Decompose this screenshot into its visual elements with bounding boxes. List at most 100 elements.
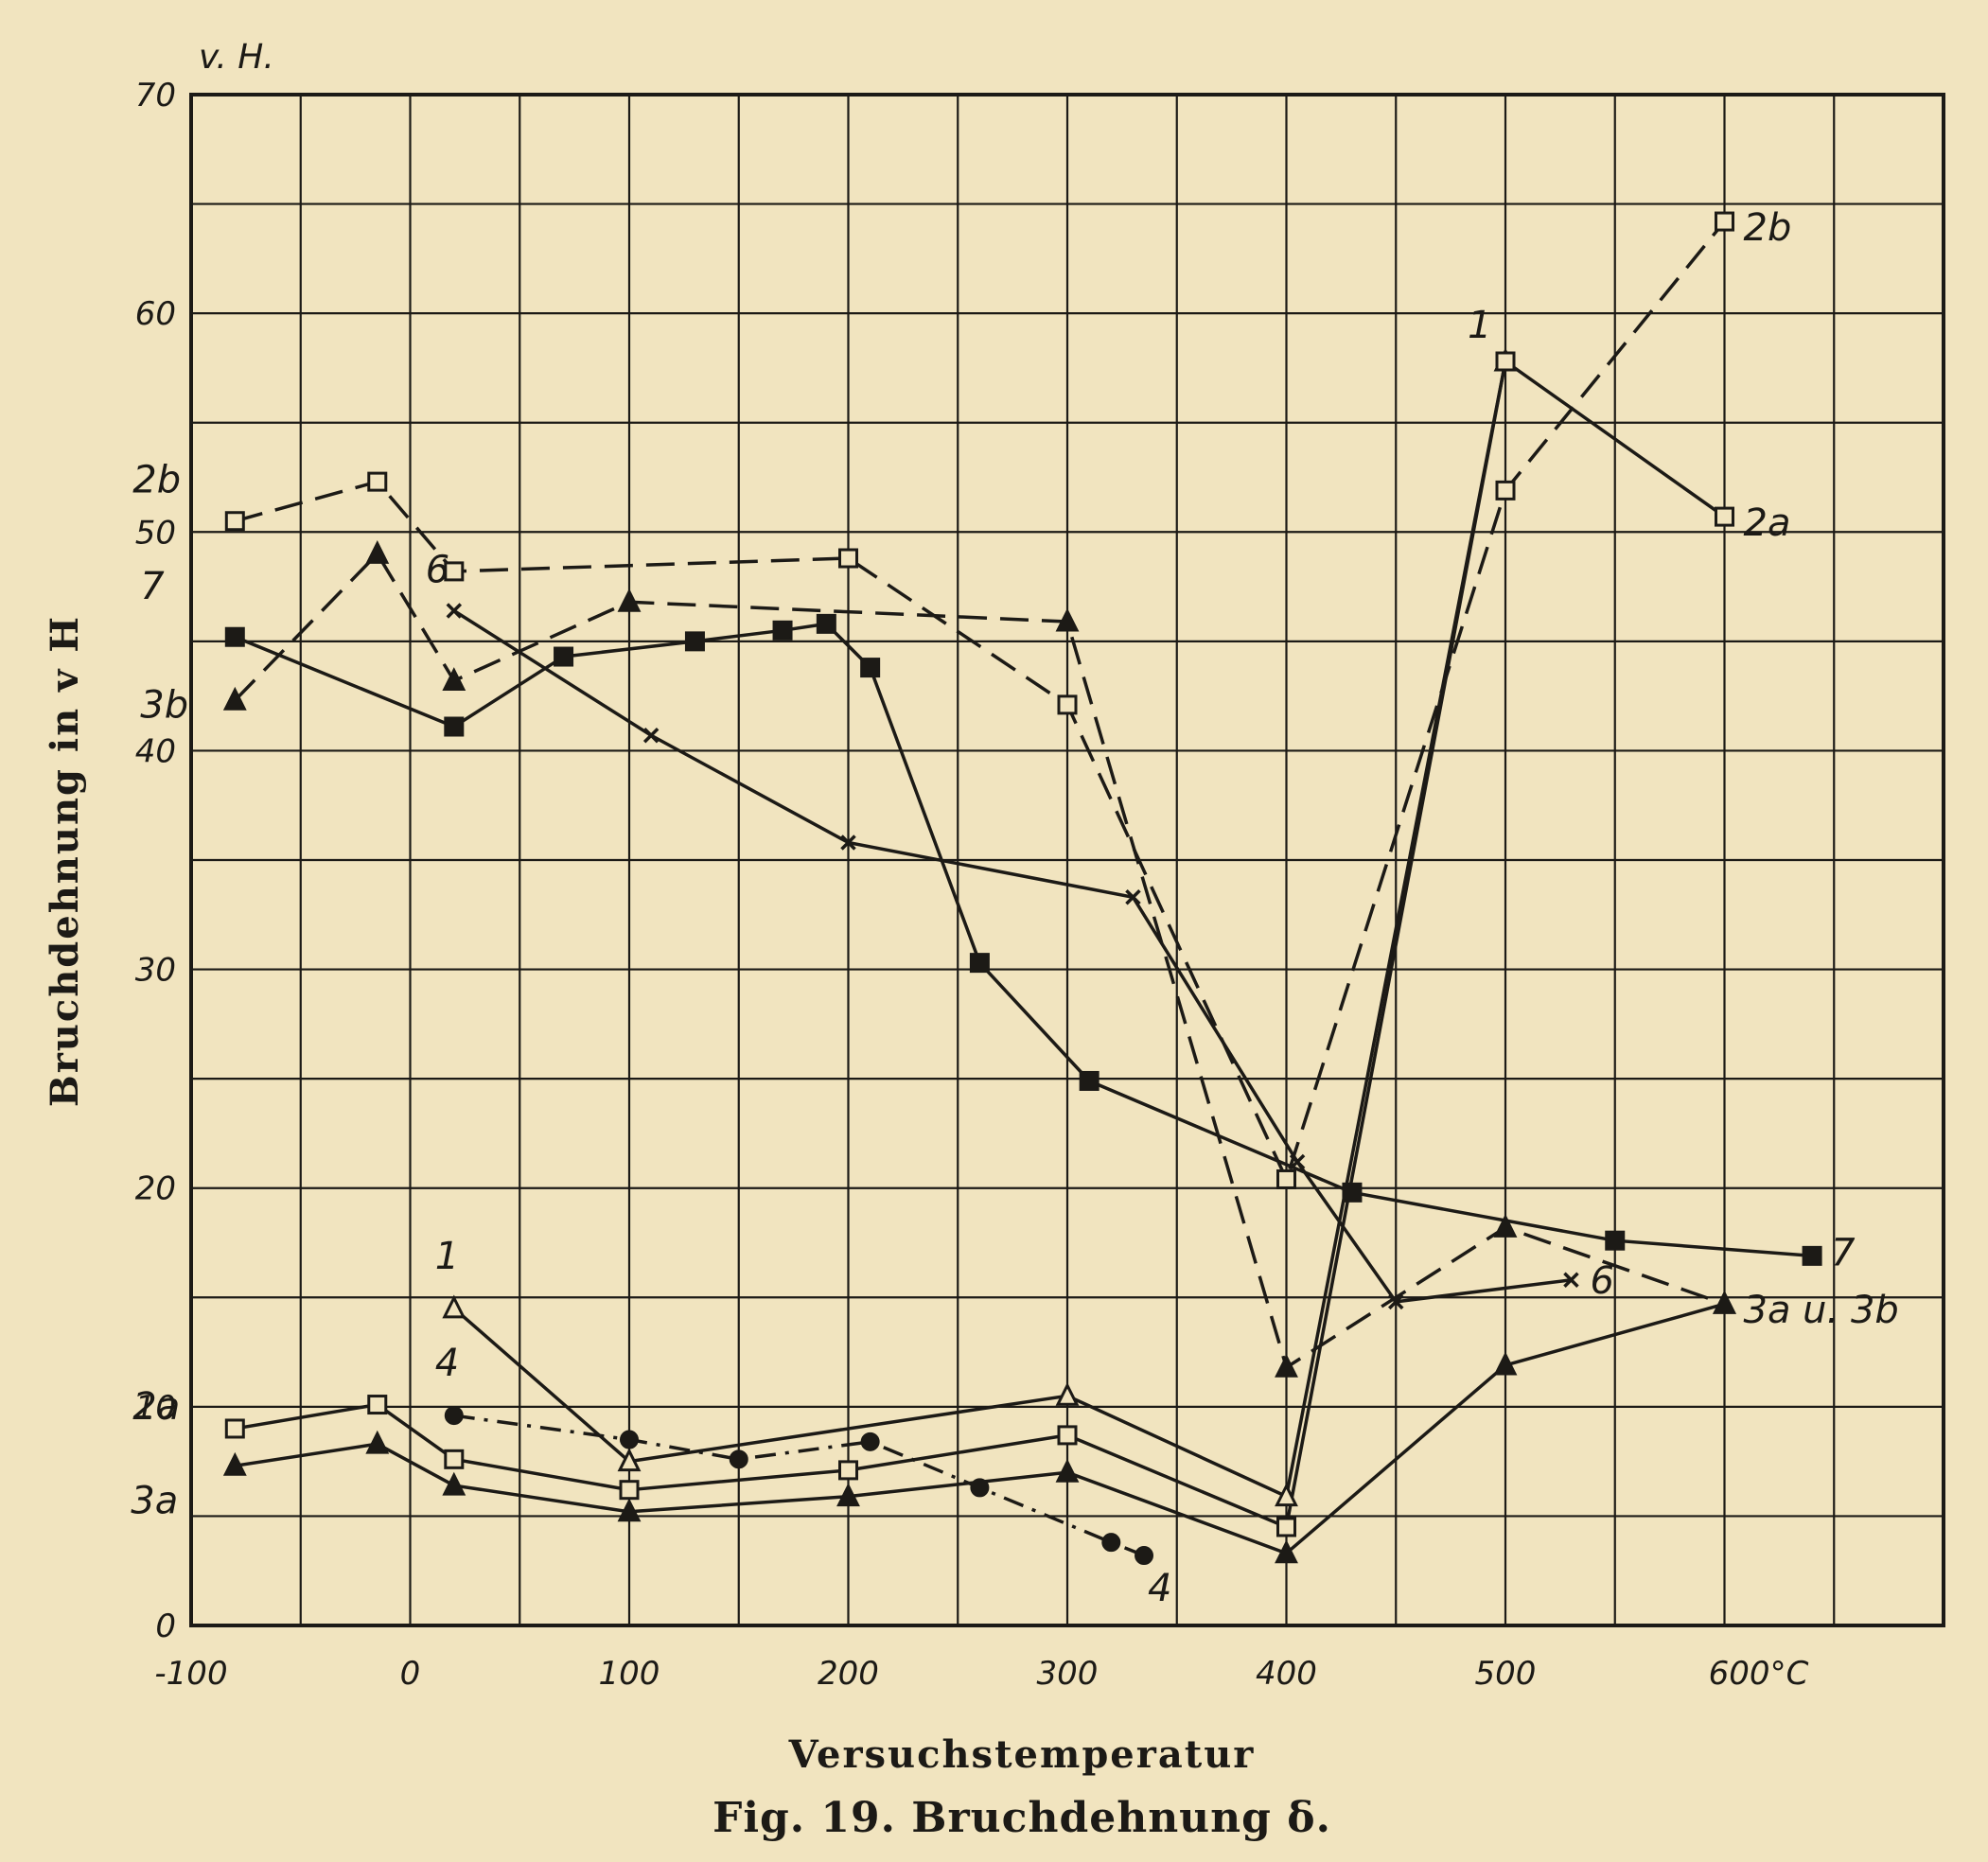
y-tick-label: 40 bbox=[135, 732, 176, 770]
data-point-3a bbox=[365, 1430, 390, 1454]
data-point-3b bbox=[365, 540, 390, 564]
data-point-3a bbox=[836, 1483, 860, 1507]
data-point-7 bbox=[554, 646, 574, 667]
data-point-7 bbox=[1605, 1230, 1626, 1251]
series-label-4: 4 bbox=[435, 1342, 459, 1385]
data-point-1 bbox=[442, 1294, 466, 1319]
y-axis-title: Bruchdehnung in v H bbox=[43, 615, 87, 1107]
data-point-6 bbox=[1289, 1153, 1306, 1170]
x-tick-label: 300 bbox=[1037, 1655, 1099, 1693]
y-tick-label: 60 bbox=[135, 295, 176, 333]
series-label-1: 1 bbox=[1468, 304, 1491, 347]
x-tick-label: -100 bbox=[154, 1655, 227, 1693]
data-point-1 bbox=[1055, 1381, 1080, 1406]
data-point-2a bbox=[367, 1395, 388, 1415]
plot-frame bbox=[189, 93, 1945, 1627]
y-tick-label: 20 bbox=[135, 1170, 176, 1208]
data-point-7 bbox=[1802, 1245, 1822, 1266]
data-point-3b bbox=[1055, 607, 1080, 632]
data-point-2a bbox=[1057, 1425, 1078, 1446]
series-label-6: 6 bbox=[426, 548, 449, 591]
data-point-2b bbox=[1057, 694, 1078, 715]
series-line-3b bbox=[234, 552, 1726, 1370]
cross-stroke bbox=[446, 603, 463, 619]
data-point-2a bbox=[619, 1480, 640, 1501]
y-tick-label: 0 bbox=[155, 1607, 176, 1645]
data-point-3b bbox=[442, 667, 466, 691]
cross-stroke bbox=[1125, 889, 1141, 905]
data-point-2a bbox=[224, 1418, 245, 1439]
x-tick-label: 0 bbox=[400, 1655, 421, 1693]
x-tick-label: 200 bbox=[818, 1655, 879, 1693]
data-point-2a bbox=[838, 1460, 858, 1481]
cross-stroke bbox=[840, 834, 856, 851]
data-point-2b bbox=[1495, 480, 1516, 501]
y-unit-label: v. H. bbox=[199, 38, 274, 77]
data-point-1 bbox=[1275, 1483, 1298, 1507]
data-point-2b bbox=[444, 561, 465, 582]
y-tick-label: 30 bbox=[135, 952, 176, 990]
series-label-7: 7 bbox=[140, 565, 165, 608]
data-point-7 bbox=[224, 626, 245, 647]
data-point-2a bbox=[1715, 506, 1734, 527]
data-point-4 bbox=[970, 1478, 990, 1498]
data-point-6 bbox=[1563, 1272, 1579, 1289]
series-label-3b: 3b bbox=[140, 683, 188, 727]
data-point-4 bbox=[1101, 1533, 1121, 1553]
y-tick-label: 50 bbox=[135, 514, 176, 552]
data-point-2b bbox=[838, 548, 858, 569]
cross-stroke bbox=[1388, 1293, 1404, 1310]
tick-labels: -100 0 100 200 300 400 500 600°C 0 10 20 30 40 50 60 70 bbox=[135, 77, 1809, 1693]
series-label-2a: 2a bbox=[1744, 501, 1791, 545]
data-point-6 bbox=[1388, 1293, 1404, 1310]
data-point-3b bbox=[1275, 1353, 1298, 1378]
series-label-3a: 3a bbox=[131, 1479, 178, 1522]
data-point-3a bbox=[1493, 1351, 1518, 1376]
series-layer bbox=[234, 220, 1813, 1557]
data-point-7 bbox=[860, 658, 881, 678]
data-point-7 bbox=[684, 631, 705, 652]
data-point-2a bbox=[1495, 351, 1516, 372]
series-label-6: 6 bbox=[1590, 1259, 1613, 1303]
x-tick-label: 500 bbox=[1475, 1655, 1537, 1693]
data-point-2a bbox=[1276, 1517, 1296, 1537]
series-label-3a: 3a u. 3b bbox=[1744, 1289, 1899, 1332]
series-label-2b: 2b bbox=[132, 459, 181, 502]
data-point-7 bbox=[816, 613, 836, 634]
x-axis-title: Versuchstemperatur bbox=[788, 1732, 1256, 1777]
series-label-2a: 2a bbox=[132, 1385, 180, 1429]
data-point-2b bbox=[224, 511, 245, 532]
series-line-6 bbox=[452, 609, 1572, 1304]
marker-layer bbox=[222, 211, 1822, 1566]
series-label-2b: 2b bbox=[1744, 206, 1792, 250]
data-point-3b bbox=[1713, 1290, 1736, 1314]
cross-stroke bbox=[1289, 1153, 1306, 1170]
cross-stroke bbox=[642, 728, 660, 744]
series-label-7: 7 bbox=[1831, 1231, 1856, 1274]
cross-stroke bbox=[1563, 1272, 1579, 1289]
data-point-7 bbox=[1342, 1182, 1363, 1203]
data-point-6 bbox=[1125, 889, 1141, 905]
series-line-2b bbox=[234, 220, 1726, 1182]
series-line-7 bbox=[234, 622, 1813, 1258]
data-point-7 bbox=[444, 716, 465, 737]
data-point-3b bbox=[222, 686, 247, 711]
data-point-6 bbox=[446, 603, 463, 619]
data-point-2b bbox=[1715, 211, 1734, 232]
y-tick-label: 70 bbox=[135, 77, 176, 114]
data-point-3a bbox=[1055, 1458, 1080, 1483]
data-point-3a bbox=[442, 1471, 466, 1496]
data-point-3b bbox=[617, 588, 642, 612]
data-point-2a bbox=[444, 1449, 465, 1469]
data-point-2b bbox=[1276, 1168, 1296, 1189]
x-tick-label: 400 bbox=[1256, 1655, 1317, 1693]
data-point-3a bbox=[1275, 1539, 1298, 1564]
data-point-3a bbox=[617, 1498, 642, 1522]
data-point-7 bbox=[1079, 1070, 1100, 1091]
data-point-1 bbox=[617, 1448, 642, 1472]
series-label-4: 4 bbox=[1148, 1567, 1171, 1610]
series-label-1: 1 bbox=[435, 1235, 459, 1278]
data-point-4 bbox=[860, 1432, 880, 1451]
